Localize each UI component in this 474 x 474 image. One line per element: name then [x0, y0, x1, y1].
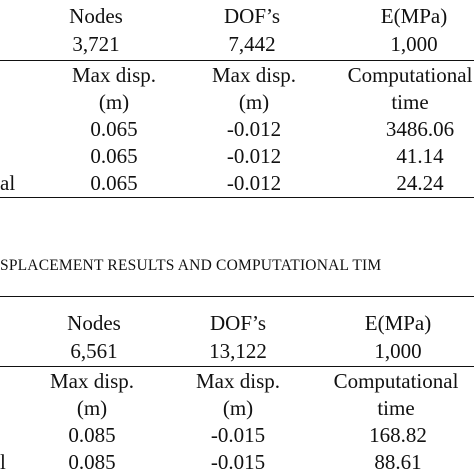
- t1-row1-c3: 3486.06: [385, 117, 455, 141]
- t1-row1-c2: -0.012: [226, 117, 282, 141]
- t1-col3-line2: time: [391, 90, 429, 114]
- table2-caption: SPLACEMENT RESULTS AND COMPUTATIONAL TIM: [0, 257, 382, 274]
- t1-col2-line1: Max disp.: [212, 63, 296, 87]
- t1-row3-c3: 24.24: [396, 171, 444, 195]
- t1-rule: [0, 60, 474, 61]
- t2-col3-line1: Computational: [333, 369, 459, 393]
- t2-row2-c1: 0.085: [68, 450, 116, 474]
- t1-bottom-rule: [0, 197, 474, 198]
- t2-row1-c2: -0.015: [210, 423, 266, 447]
- t1-row2-c3: 41.14: [396, 144, 444, 168]
- t1-row3-c2: -0.012: [226, 171, 282, 195]
- t2-header-dofs: DOF’s: [209, 311, 267, 335]
- t1-row2-c2: -0.012: [226, 144, 282, 168]
- t2-col3-line2: time: [377, 396, 415, 420]
- t1-value-emod: 1,000: [390, 32, 438, 56]
- t1-col1-line2: (m): [98, 90, 130, 114]
- t2-top-rule: [0, 296, 474, 297]
- t2-col2-line1: Max disp.: [196, 369, 280, 393]
- t2-row1-c1: 0.085: [68, 423, 116, 447]
- t2-value-emod: 1,000: [374, 339, 422, 363]
- t1-row3-c1: 0.065: [90, 171, 138, 195]
- t1-header-nodes: Nodes: [69, 4, 123, 28]
- t1-col1-line1: Max disp.: [72, 63, 156, 87]
- t2-header-emod: E(MPa): [364, 311, 432, 335]
- t1-value-nodes: 3,721: [72, 32, 120, 56]
- t1-header-dofs: DOF’s: [223, 4, 281, 28]
- t1-col2-line2: (m): [238, 90, 270, 114]
- t2-col2-line2: (m): [222, 396, 254, 420]
- t2-row2-label: l: [0, 450, 6, 474]
- t1-row1-c1: 0.065: [90, 117, 138, 141]
- t1-col3-line1: Computational: [347, 63, 473, 87]
- t1-row3-label: al: [0, 171, 16, 195]
- t1-row2-c1: 0.065: [90, 144, 138, 168]
- t2-col1-line2: (m): [76, 396, 108, 420]
- t2-header-nodes: Nodes: [67, 311, 121, 335]
- t2-value-nodes: 6,561: [70, 339, 118, 363]
- t2-row2-c2: -0.015: [210, 450, 266, 474]
- t2-value-dofs: 13,122: [209, 339, 267, 363]
- t1-header-emod: E(MPa): [380, 4, 448, 28]
- t2-row1-c3: 168.82: [369, 423, 427, 447]
- t2-col1-line1: Max disp.: [50, 369, 134, 393]
- t1-value-dofs: 7,442: [228, 32, 276, 56]
- t2-row2-c3: 88.61: [374, 450, 422, 474]
- t2-rule: [0, 366, 474, 367]
